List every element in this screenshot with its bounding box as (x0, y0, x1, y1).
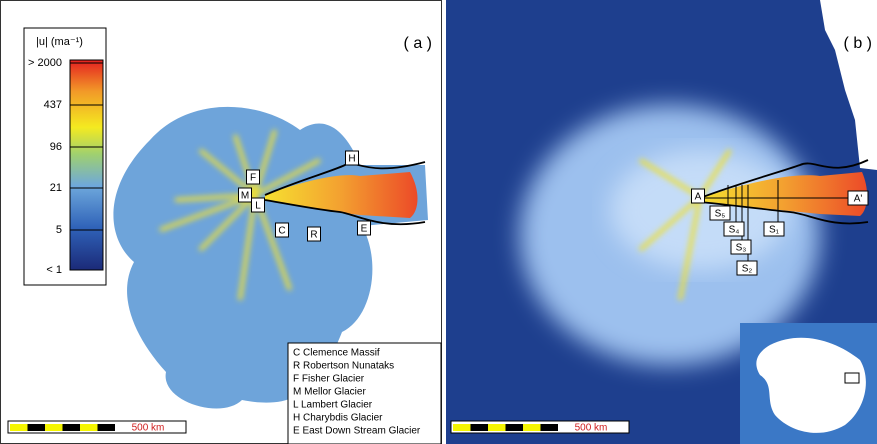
map-label: E (361, 224, 368, 235)
colorbar-tick-label: 21 (50, 182, 62, 194)
scale-bar-segment (506, 424, 524, 431)
scale-bar-segment (28, 424, 46, 431)
legend-entry: L Lambert Glacier (293, 400, 373, 411)
legend-entry: M Mellor Glacier (293, 387, 366, 398)
map-label: H (348, 154, 355, 165)
scale-bar-segment (541, 424, 559, 431)
map-label: S₂ (742, 264, 753, 275)
colorbar-tick-label: 5 (56, 224, 62, 236)
colorbar-tick-label: > 2000 (28, 57, 62, 69)
scale-bar-segment (471, 424, 489, 431)
map-label: L (255, 201, 261, 212)
figure: |u| (ma⁻¹) ( a ) ( b ) > 2000 437 96 21 5 < 1… (0, 0, 877, 444)
legend-entry: E East Down Stream Glacier (293, 426, 421, 437)
scale-bar-segment (10, 424, 28, 431)
scale-bar-segment (80, 424, 98, 431)
scale-bar-segment (523, 424, 541, 431)
panel-b: ( b ) (446, 0, 877, 444)
colorbar (70, 60, 103, 270)
colorbar-tick-label: 96 (50, 141, 62, 153)
map-label: R (310, 230, 317, 241)
legend-entry: H Charybdis Glacier (293, 413, 383, 424)
scale-bar-segment (453, 424, 471, 431)
map-label: S₁ (769, 225, 780, 236)
colorbar-tick-label: < 1 (46, 264, 62, 276)
map-label: A (695, 192, 702, 203)
map-label: M (241, 191, 249, 202)
legend-entry: R Robertson Nunataks (293, 361, 394, 372)
map-label: S₅ (715, 209, 726, 220)
legend-entry: C Clemence Massif (293, 348, 380, 359)
panel-label: ( b ) (844, 35, 872, 52)
scale-bar-segment (98, 424, 116, 431)
velocity-map-inner (610, 150, 790, 270)
colorbar-title: |u| (ma⁻¹) (36, 36, 83, 48)
map-label: C (278, 226, 285, 237)
scale-bar-label: 500 km (132, 423, 165, 434)
map-label: A' (854, 194, 863, 205)
panel-label: ( a ) (404, 35, 432, 52)
colorbar-tick-label: 437 (44, 99, 62, 111)
panel-a: |u| (ma⁻¹) ( a ) (1, 1, 442, 444)
map-label: S₃ (736, 243, 747, 254)
scale-bar-segment (63, 424, 81, 431)
scale-bar-segment (45, 424, 63, 431)
map-label: F (250, 173, 256, 184)
scale-bar-label: 500 km (575, 423, 608, 434)
map-label: S₄ (729, 225, 740, 236)
scale-bar-segment (488, 424, 506, 431)
legend-entry: F Fisher Glacier (293, 374, 365, 385)
